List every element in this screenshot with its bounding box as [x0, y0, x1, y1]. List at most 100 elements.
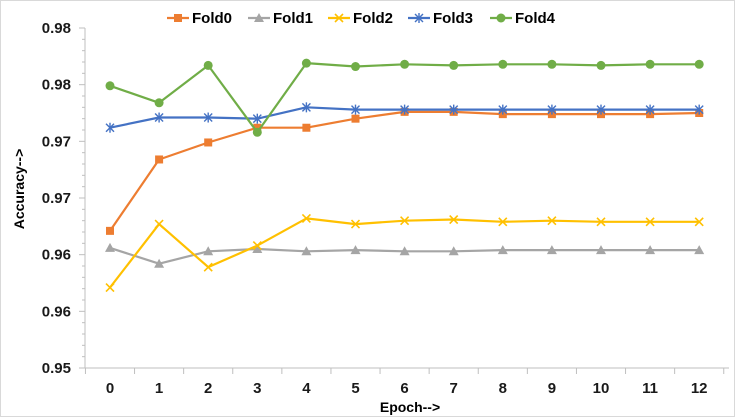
data-point — [351, 104, 360, 115]
data-point — [449, 104, 459, 115]
data-point — [203, 112, 213, 123]
data-point — [596, 217, 606, 227]
legend-item-fold0: Fold0 — [167, 10, 232, 27]
legend-marker — [334, 13, 344, 23]
x-tick-label: 5 — [351, 380, 359, 397]
data-point — [694, 217, 704, 227]
data-point — [252, 113, 262, 124]
series-fold3 — [105, 102, 704, 133]
legend-label: Fold4 — [515, 10, 556, 27]
series-fold2 — [105, 213, 704, 293]
y-tick-label: 0.96 — [42, 247, 71, 264]
data-point — [400, 104, 410, 115]
x-tick-label: 2 — [204, 380, 212, 397]
legend-item-fold3: Fold3 — [408, 10, 473, 27]
data-point — [547, 59, 557, 69]
y-tick-label: 0.98 — [42, 20, 71, 37]
data-point — [204, 138, 213, 147]
x-axis-title: Epoch--> — [380, 399, 440, 415]
x-tick-label: 4 — [302, 380, 311, 397]
series-fold1 — [105, 242, 705, 268]
series-fold4 — [105, 58, 704, 137]
legend-label: Fold1 — [273, 10, 313, 27]
legend-marker — [254, 13, 264, 22]
data-point — [105, 81, 115, 91]
data-point — [645, 59, 655, 69]
data-point — [399, 246, 410, 256]
series-fold0 — [106, 107, 704, 235]
data-point — [498, 217, 508, 227]
data-point — [546, 245, 557, 255]
y-tick-label: 0.98 — [42, 77, 71, 94]
axes: 0.950.960.960.970.970.980.980 1 2 3 4 5 6 7 8 9 10… — [42, 20, 729, 397]
x-tick-label: 11 — [642, 380, 658, 397]
data-point — [301, 102, 311, 113]
y-tick-label: 0.95 — [42, 360, 71, 377]
x-tick-label: 3 — [253, 380, 261, 397]
x-tick-label: 10 — [593, 380, 610, 397]
legend-item-fold2: Fold2 — [328, 10, 393, 27]
data-point — [400, 216, 410, 226]
data-point — [596, 60, 606, 70]
x-tick-label: 7 — [450, 380, 458, 397]
legend-marker — [414, 13, 424, 23]
data-point — [351, 62, 360, 72]
x-tick-label: 0 — [106, 380, 114, 397]
data-point — [252, 241, 262, 251]
data-point — [154, 258, 165, 268]
data-point — [645, 104, 655, 115]
data-point — [400, 59, 410, 69]
legend-marker — [174, 14, 182, 22]
y-tick-label: 0.97 — [42, 190, 71, 207]
legend-label: Fold2 — [353, 10, 393, 27]
legend: Fold0 Fold1 Fold2 Fold3 Fold4 — [167, 10, 556, 27]
x-tick-label: 6 — [400, 380, 408, 397]
data-point — [105, 122, 115, 133]
data-point — [645, 245, 656, 255]
y-tick-label: 0.97 — [42, 133, 71, 150]
data-point — [106, 226, 114, 235]
data-point — [645, 217, 655, 227]
data-point — [547, 104, 557, 115]
data-point — [105, 242, 115, 252]
y-axis-title: Accuracy--> — [11, 149, 27, 230]
data-point — [449, 214, 459, 225]
data-point — [155, 155, 164, 164]
data-point — [449, 60, 459, 70]
series-line-fold4 — [109, 61, 700, 134]
series-line-fold0 — [109, 110, 700, 232]
data-point — [154, 219, 164, 229]
data-point — [694, 245, 705, 255]
data-point — [203, 246, 214, 256]
data-point — [596, 104, 606, 115]
series-layer — [105, 58, 705, 293]
legend-item-fold1: Fold1 — [248, 10, 313, 27]
data-point — [596, 245, 606, 255]
legend-label: Fold3 — [433, 10, 473, 27]
data-point — [448, 246, 459, 256]
legend-label: Fold0 — [192, 10, 232, 27]
data-point — [497, 245, 508, 255]
data-point — [203, 60, 213, 70]
legend-item-fold4: Fold4 — [490, 10, 556, 27]
data-point — [301, 58, 311, 68]
data-point — [498, 59, 508, 69]
y-tick-label: 0.96 — [42, 303, 71, 320]
data-point — [350, 219, 361, 229]
data-point — [203, 262, 213, 272]
data-point — [498, 104, 508, 115]
data-point — [105, 282, 115, 293]
data-point — [350, 245, 361, 255]
data-point — [301, 213, 311, 223]
legend-marker — [496, 13, 506, 23]
data-point — [351, 114, 360, 123]
data-point — [547, 216, 557, 226]
data-point — [252, 127, 262, 137]
data-point — [302, 123, 311, 132]
x-tick-label: 9 — [548, 380, 556, 397]
data-point — [694, 104, 704, 115]
data-point — [252, 244, 263, 253]
x-tick-label: 12 — [691, 380, 708, 397]
data-point — [154, 112, 164, 123]
